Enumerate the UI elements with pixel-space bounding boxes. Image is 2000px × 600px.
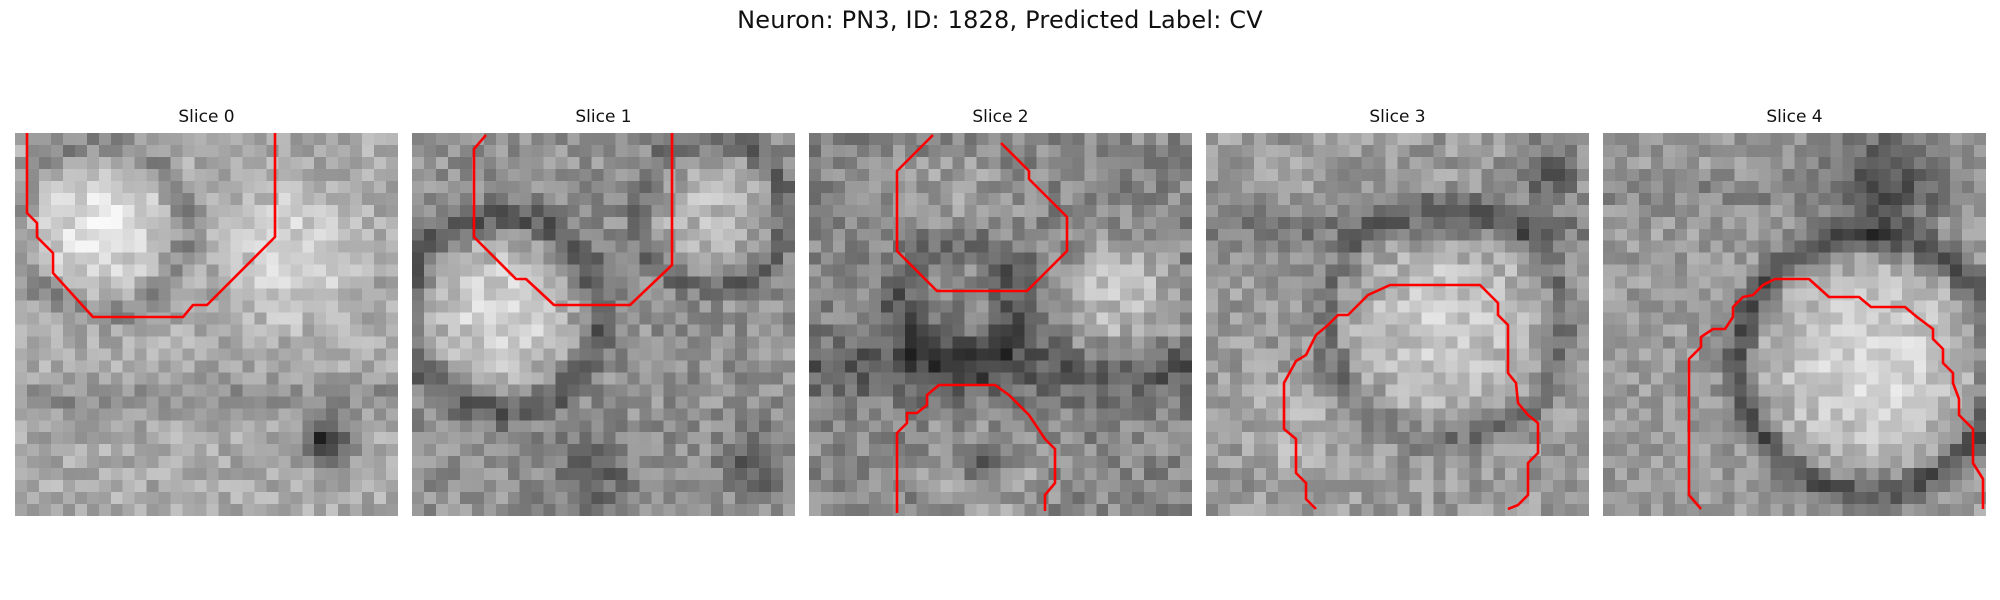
figure-title: Neuron: PN3, ID: 1828, Predicted Label: … [737,6,1263,34]
contour-line [895,134,1069,293]
pixel-grid [809,133,1192,516]
contour-line [1282,283,1540,511]
slice-image [1206,133,1589,516]
slice-title: Slice 2 [972,107,1029,127]
slice-panel-2: Slice 2 [809,106,1192,516]
slice-title: Slice 0 [178,107,235,127]
slice-image [809,133,1192,516]
slice-panel-0: Slice 0 [15,106,398,516]
contour-line [1687,277,1985,510]
pixel-grid [1206,133,1589,516]
slice-title: Slice 4 [1766,107,1823,127]
contour-line [25,133,277,319]
slice-image [15,133,398,516]
slice-image [1603,133,1986,516]
slice-panel-4: Slice 4 [1603,106,1986,516]
slice-panel-3: Slice 3 [1206,106,1589,516]
slice-title: Slice 1 [575,107,632,127]
pixel-grid [15,133,398,516]
contour-line [895,383,1057,513]
slice-title: Slice 3 [1369,107,1426,127]
slice-image [412,133,795,516]
pixel-grid [412,133,795,516]
contour-line [472,133,674,307]
slice-panel-1: Slice 1 [412,106,795,516]
